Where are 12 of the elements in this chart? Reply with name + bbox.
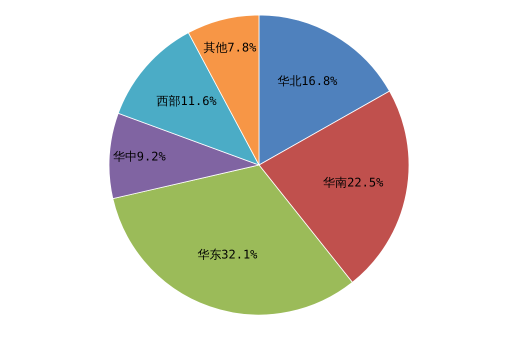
slice-label: 华东: [197, 248, 222, 262]
slice-label: 华北: [277, 74, 302, 88]
slice-label: 华南: [323, 176, 348, 190]
data-label: 22.5%: [347, 176, 384, 190]
slice-label: 西部: [156, 94, 181, 108]
data-label: 7.8%: [227, 40, 258, 55]
slice-label: 华中: [112, 150, 137, 164]
data-label: 9.2%: [136, 150, 166, 164]
data-label: 16.8%: [301, 74, 338, 88]
data-label: 11.6%: [180, 94, 218, 108]
data-label: 32.1%: [221, 248, 258, 262]
slice-label: 其他: [203, 40, 228, 55]
